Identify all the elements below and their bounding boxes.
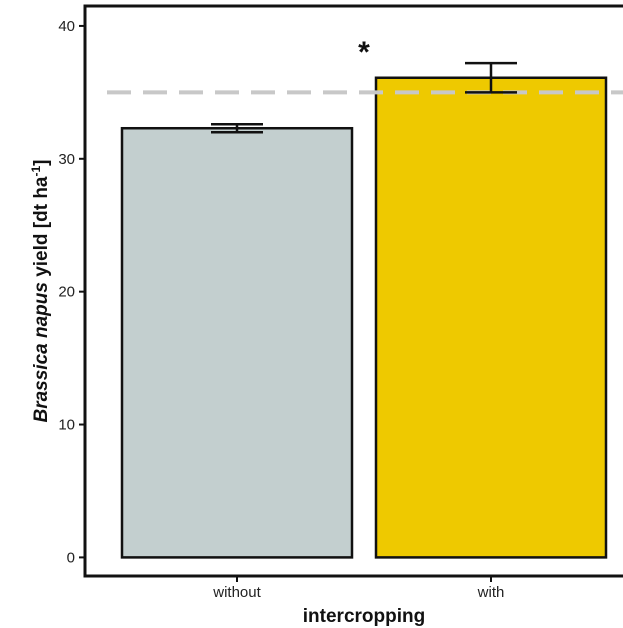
y-tick-label: 10 <box>58 417 75 434</box>
y-tick-label: 0 <box>67 549 75 566</box>
significance-star: * <box>358 36 370 69</box>
y-axis-title: Brassica napus yield [dt ha-1] <box>29 159 52 422</box>
y-axis-title-superscript: -1 <box>29 165 43 176</box>
y-tick-label: 40 <box>58 18 75 35</box>
y-tick-label: 20 <box>58 284 75 301</box>
bar-with <box>374 76 608 559</box>
x-tick-label: with <box>477 584 505 601</box>
y-axis-title-text: yield [dt ha <box>31 176 52 282</box>
plot-area <box>107 61 623 559</box>
error-bar-with <box>465 61 517 94</box>
y-axis-title-close: ] <box>31 159 52 165</box>
y-tick-label: 30 <box>58 151 75 168</box>
error-bar-without <box>211 123 263 134</box>
x-tick-label: without <box>212 584 261 601</box>
x-axis-title: intercropping <box>303 606 425 627</box>
bar-without <box>120 126 354 559</box>
y-axis-title-species: Brassica napus <box>31 282 52 422</box>
axes: 0 10 20 30 40 without with <box>58 4 623 601</box>
